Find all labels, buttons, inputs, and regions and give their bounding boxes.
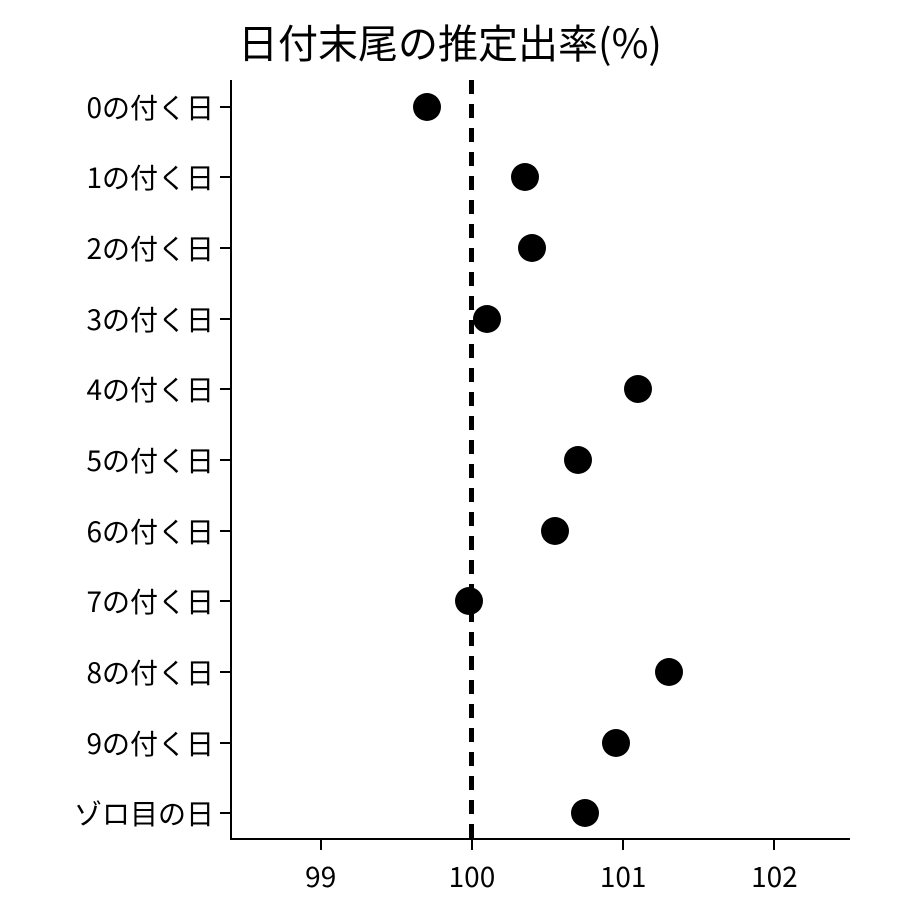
x-tick-label: 101 [600,856,647,896]
x-tick-label: 99 [305,856,336,896]
y-tick-label: 3の付く日 [86,299,214,339]
y-tick [220,247,230,249]
y-tick-label: 1の付く日 [86,157,214,197]
plot-area: 0の付く日1の付く日2の付く日3の付く日4の付く日5の付く日6の付く日7の付く日… [230,80,850,840]
chart-title: 日付末尾の推定出率(%) [0,12,900,70]
y-tick-label: 6の付く日 [86,511,214,551]
x-tick [773,840,775,850]
y-axis-line [230,80,232,840]
data-point [455,587,483,615]
x-axis-line [230,838,850,840]
y-tick-label: ゾロ目の日 [74,793,214,833]
reference-line [469,80,474,840]
x-tick [622,840,624,850]
x-tick [471,840,473,850]
y-tick-label: 2の付く日 [86,228,214,268]
data-point [413,93,441,121]
y-tick [220,742,230,744]
y-tick-label: 4の付く日 [86,369,214,409]
y-tick [220,106,230,108]
y-tick [220,671,230,673]
data-point [624,375,652,403]
data-point [564,446,592,474]
x-tick [320,840,322,850]
y-tick-label: 7の付く日 [86,581,214,621]
y-tick [220,812,230,814]
x-tick-label: 102 [751,856,798,896]
y-tick [220,388,230,390]
data-point [541,517,569,545]
y-tick [220,600,230,602]
y-tick [220,459,230,461]
data-point [511,163,539,191]
y-tick [220,530,230,532]
data-point [655,658,683,686]
data-point [473,305,501,333]
data-point [571,799,599,827]
y-tick-label: 5の付く日 [86,440,214,480]
y-tick-label: 0の付く日 [86,87,214,127]
dot-plot: 日付末尾の推定出率(%) 0の付く日1の付く日2の付く日3の付く日4の付く日5の… [0,0,900,900]
y-tick [220,318,230,320]
x-tick-label: 100 [449,856,496,896]
y-tick-label: 8の付く日 [86,652,214,692]
data-point [602,729,630,757]
y-tick [220,176,230,178]
data-point [518,234,546,262]
y-tick-label: 9の付く日 [86,723,214,763]
